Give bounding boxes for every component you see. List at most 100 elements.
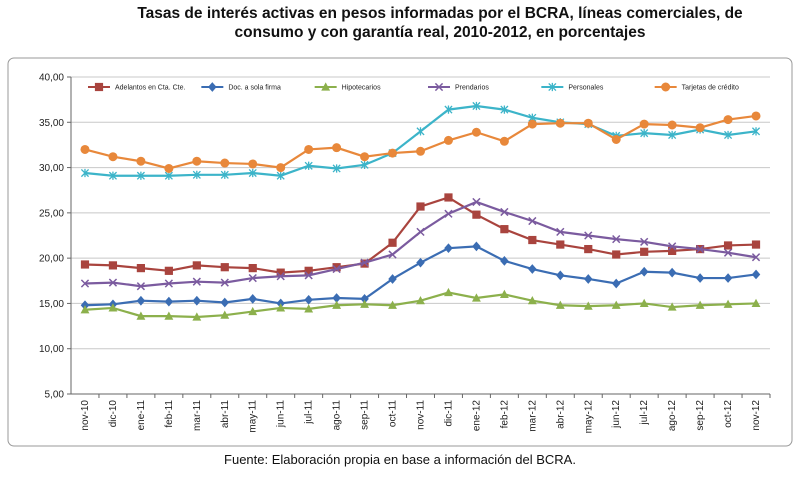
legend-marker [434, 82, 444, 92]
marker [472, 210, 481, 219]
marker [611, 300, 621, 309]
y-tick-label: 35,00 [39, 118, 64, 129]
marker [500, 105, 509, 114]
chart-title: Tasas de interés activas en pesos inform… [137, 5, 743, 41]
marker [555, 300, 565, 309]
x-tick-label: dic-11 [443, 400, 454, 427]
marker [136, 295, 146, 306]
marker [668, 242, 677, 251]
marker [220, 310, 230, 319]
marker [528, 264, 537, 274]
x-tick-label: ago-11 [332, 400, 343, 431]
marker [304, 294, 313, 305]
marker [248, 306, 258, 316]
marker [667, 267, 677, 278]
marker [416, 257, 425, 268]
marker [444, 209, 453, 218]
marker [583, 301, 593, 310]
marker [192, 170, 201, 179]
marker [108, 261, 118, 270]
marker [500, 207, 509, 217]
marker [612, 250, 621, 259]
marker [472, 241, 481, 252]
marker [248, 273, 257, 283]
x-tick-label: ago-12 [667, 400, 678, 432]
marker [416, 202, 425, 211]
marker [192, 156, 202, 166]
marker [556, 270, 565, 281]
marker [220, 263, 229, 272]
marker [136, 156, 146, 166]
marker [500, 256, 509, 266]
marker [640, 129, 649, 138]
x-tick-label: jul-12 [639, 400, 650, 426]
marker [304, 304, 314, 313]
marker [80, 279, 90, 288]
marker [667, 302, 677, 311]
marker [360, 299, 370, 308]
marker [444, 193, 453, 202]
legend-label: Tarjetas de crédito [682, 85, 739, 92]
x-tick-label: dic-10 [108, 400, 119, 428]
chart: 5,00 10,00 15,00 20,00 25,00 30,00 35,00 40,00 n… [7, 57, 793, 447]
x-tick-label: nov-10 [80, 400, 91, 431]
x-tick-label: abr-11 [220, 400, 231, 429]
marker [695, 300, 705, 309]
marker [276, 163, 286, 173]
marker [751, 240, 761, 249]
marker [528, 216, 537, 226]
marker [640, 247, 649, 256]
marker [220, 170, 229, 179]
marker [304, 161, 313, 170]
legend-marker [321, 82, 331, 91]
marker [584, 231, 593, 240]
y-tick-label: 30,00 [39, 163, 64, 174]
marker [472, 197, 481, 207]
x-tick-label: feb-11 [164, 400, 175, 428]
x-tick-label: sep-12 [695, 400, 706, 431]
marker [164, 163, 174, 173]
marker [388, 250, 397, 259]
marker [416, 296, 425, 305]
marker [639, 119, 649, 129]
marker [555, 118, 565, 128]
marker [583, 118, 593, 128]
marker [472, 101, 481, 111]
marker [695, 273, 705, 283]
marker [332, 300, 342, 309]
legend-label: Adelantos en Cta. Cte. [115, 85, 185, 92]
x-tick-label: mar-11 [192, 400, 203, 431]
legend-marker [548, 82, 557, 92]
marker [304, 271, 313, 280]
marker [332, 164, 341, 173]
marker [192, 261, 201, 270]
marker [164, 311, 174, 320]
legend-label: Personales [568, 85, 604, 92]
marker [220, 297, 230, 308]
marker [416, 127, 425, 136]
x-tick-label: feb-12 [499, 400, 510, 429]
marker [192, 312, 202, 321]
x-tick-label: jun-11 [276, 400, 287, 428]
marker [528, 235, 537, 245]
legend-label: Doc. a sola firma [228, 85, 281, 92]
marker [108, 303, 118, 312]
series [80, 287, 761, 321]
x-tick-label: ene-12 [471, 400, 482, 432]
marker [695, 244, 705, 254]
marker [611, 134, 621, 144]
marker [583, 274, 593, 284]
marker [668, 130, 677, 140]
marker [276, 303, 286, 312]
marker [527, 119, 537, 129]
marker [248, 294, 258, 304]
y-tick-label: 15,00 [39, 299, 64, 310]
marker [416, 146, 425, 156]
legend-label: Hipotecarios [342, 85, 381, 92]
x-tick-label: jul-11 [304, 400, 315, 425]
marker [556, 240, 565, 249]
marker [639, 266, 649, 277]
marker [388, 148, 398, 158]
marker [164, 279, 173, 288]
